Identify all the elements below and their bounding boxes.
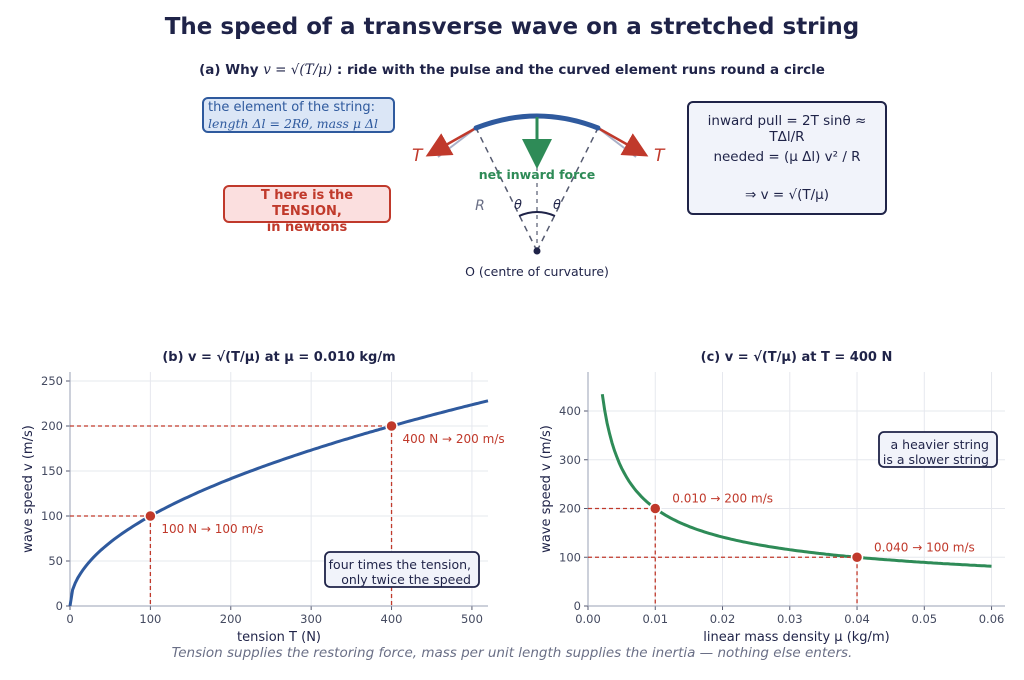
- chart-title: (c) v = √(T/μ) at T = 400 N: [701, 350, 893, 365]
- part-a-heading-prefix: (a) Why: [199, 62, 264, 78]
- tension-arrow-right: [597, 126, 649, 157]
- data-series-line: [600, 393, 992, 568]
- x-tick-label: 500: [461, 612, 483, 626]
- chart-tension-vs-speed: (b) v = √(T/μ) at μ = 0.010 kg/m 0 100 200 3…: [21, 350, 505, 645]
- net-force-label: net inward force: [479, 167, 595, 182]
- x-tick-label: 400: [381, 612, 403, 626]
- tension-label-left: T: [412, 146, 424, 166]
- derivation-box: inward pull = 2T sinθ ≈ TΔl/R needed = (…: [687, 101, 887, 215]
- centre-point: [533, 247, 541, 255]
- x-tick-label: 0.04: [844, 612, 870, 626]
- part-a-heading-suffix: : ride with the pulse and the curved ele…: [332, 62, 825, 78]
- radius-right: [536, 127, 599, 252]
- chart-title: (b) v = √(T/μ) at μ = 0.010 kg/m: [162, 350, 395, 365]
- radius-left: [475, 127, 538, 252]
- y-axis-label: wave speed v (m/s): [539, 425, 554, 553]
- annotation-text: a heavier string: [891, 437, 989, 452]
- tension-note-line1: T here is the TENSION,: [260, 188, 354, 219]
- data-point: [144, 509, 157, 523]
- radius-label: R: [475, 198, 485, 214]
- x-axis-label: tension T (N): [237, 630, 321, 645]
- string-element-diagram: T T net inward force R θ θ O (centre of …: [412, 113, 666, 279]
- x-tick-label: 0.00: [575, 612, 601, 626]
- y-tick-label: 250: [41, 374, 63, 388]
- tension-note-box: T here is the TENSION, in newtons: [223, 185, 391, 235]
- element-info-box: the element of the string: length Δl = 2…: [202, 97, 395, 133]
- data-point: [850, 551, 864, 564]
- string-element-arc: [473, 113, 601, 131]
- chart-density-vs-speed: (c) v = √(T/μ) at T = 400 N 0.00 0.01 0.02 0…: [539, 350, 1005, 645]
- y-tick-label: 400: [559, 404, 581, 418]
- y-tick-label: 0: [574, 599, 581, 613]
- page-title: The speed of a transverse wave on a stre…: [164, 14, 860, 40]
- y-tick-label: 100: [559, 550, 581, 564]
- annotation-text: only twice the speed: [341, 572, 471, 587]
- theta-label-right: θ: [553, 198, 561, 213]
- theta-label-left: θ: [514, 198, 522, 213]
- y-tick-label: 200: [559, 502, 581, 516]
- data-point-label: 0.040 → 100 m/s: [874, 540, 975, 554]
- derivation-line3: ⇒ v = √(T/μ): [744, 187, 829, 203]
- tension-note-line2: in newtons: [266, 220, 348, 235]
- data-point: [385, 419, 398, 433]
- x-tick-label: 100: [139, 612, 161, 626]
- y-tick-label: 50: [48, 554, 63, 568]
- theta-arc: [518, 211, 556, 217]
- x-tick-label: 300: [300, 612, 322, 626]
- data-series-line: [68, 399, 489, 607]
- y-tick-label: 100: [41, 509, 63, 523]
- y-tick-label: 0: [56, 599, 63, 613]
- annotation-text: four times the tension,: [329, 557, 471, 572]
- figure-caption: Tension supplies the restoring force, ma…: [171, 645, 853, 661]
- part-a-heading: (a) Why v = √(T/μ) : ride with the pulse…: [0, 62, 1024, 78]
- x-tick-label: 0.02: [710, 612, 736, 626]
- centre-label: O (centre of curvature): [465, 264, 609, 279]
- y-tick-label: 150: [41, 464, 63, 478]
- data-point: [649, 502, 662, 515]
- x-tick-label: 0.06: [979, 612, 1005, 626]
- element-info-line2: length Δl = 2Rθ, mass μ Δl: [208, 116, 379, 131]
- element-info-line1: the element of the string:: [208, 100, 376, 115]
- annotation-text: is a slower string: [883, 452, 989, 467]
- derivation-line1: inward pull = 2T sinθ ≈ TΔl/R: [707, 113, 867, 145]
- annotation-box: [324, 551, 480, 588]
- y-tick-label: 300: [559, 453, 581, 467]
- x-tick-label: 0.03: [777, 612, 803, 626]
- x-tick-label: 0.05: [911, 612, 937, 626]
- tension-label-right: T: [654, 146, 666, 166]
- y-axis-label: wave speed v (m/s): [21, 425, 36, 553]
- y-tick-label: 200: [41, 419, 63, 433]
- annotation-box: [878, 431, 998, 468]
- derivation-line2: needed = (μ Δl) v² / R: [713, 149, 861, 165]
- x-tick-label: 0: [66, 612, 73, 626]
- tension-arrow-left: [425, 126, 477, 157]
- x-tick-label: 0.01: [642, 612, 668, 626]
- data-point-label: 400 N → 200 m/s: [403, 432, 505, 446]
- x-tick-label: 200: [220, 612, 242, 626]
- data-point-label: 0.010 → 200 m/s: [672, 492, 773, 506]
- x-axis-label: linear mass density μ (kg/m): [703, 630, 889, 645]
- data-point-label: 100 N → 100 m/s: [161, 522, 263, 536]
- part-a-heading-formula: v = √(T/μ): [263, 62, 333, 78]
